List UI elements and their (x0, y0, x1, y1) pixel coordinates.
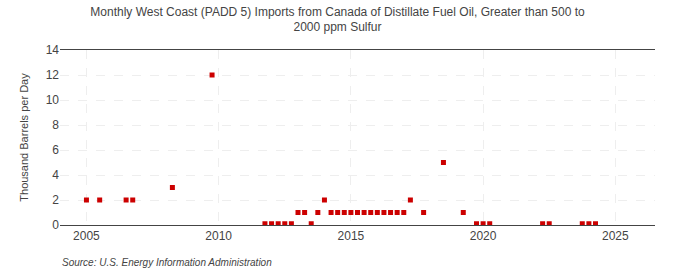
svg-text:Monthly West Coast (PADD 5) Im: Monthly West Coast (PADD 5) Imports from… (90, 5, 585, 35)
svg-text:12: 12 (46, 68, 60, 82)
svg-text:2015: 2015 (338, 229, 365, 243)
svg-text:2005: 2005 (73, 229, 100, 243)
svg-text:2020: 2020 (470, 229, 497, 243)
svg-text:4: 4 (52, 168, 59, 182)
svg-text:2010: 2010 (205, 229, 232, 243)
svg-text:8: 8 (52, 118, 59, 132)
svg-text:10: 10 (46, 93, 60, 107)
svg-text:Thousand Barrels per Day: Thousand Barrels per Day (18, 73, 30, 202)
svg-text:6: 6 (52, 143, 59, 157)
svg-text:2: 2 (52, 193, 59, 207)
svg-text:0: 0 (52, 218, 59, 232)
svg-text:Source: U.S. Energy Informatio: Source: U.S. Energy Information Administ… (62, 257, 272, 268)
svg-text:2025: 2025 (602, 229, 629, 243)
svg-text:14: 14 (46, 43, 60, 57)
